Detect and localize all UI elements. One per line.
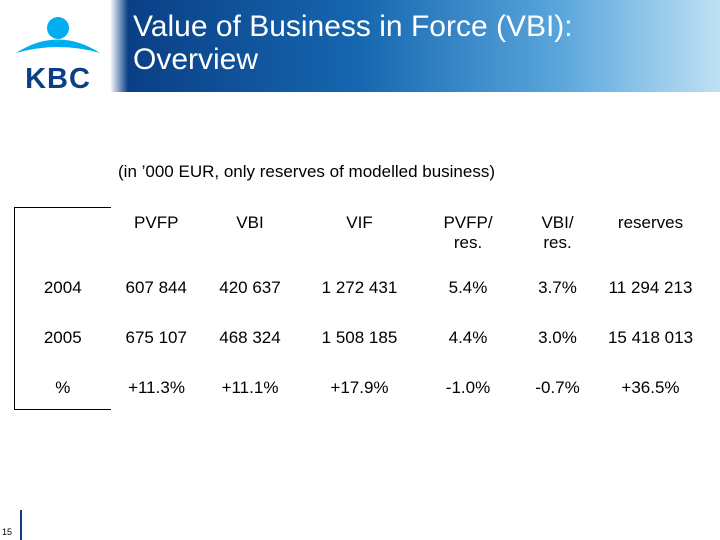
- table-cell: 1 272 431: [321, 277, 398, 297]
- title-line-1: Value of Business in Force (VBI):: [133, 10, 573, 43]
- table-cell: -1.0%: [445, 377, 491, 397]
- row-label: 2005: [14, 309, 111, 360]
- table-header-cell: VIF: [298, 208, 422, 260]
- slide-subtitle: (in ’000 EUR, only reserves of modelled …: [118, 162, 496, 181]
- logo-text: KBC: [25, 63, 91, 95]
- table-header-cell: PVFP: [111, 208, 203, 260]
- table-header-cell: VBI/res.: [515, 208, 601, 260]
- table-cell: 4.4%: [448, 327, 488, 347]
- table-cell: 1 508 185: [321, 327, 398, 347]
- table-cell: 468 324: [219, 327, 281, 347]
- table-header-row: PVFP VBI VIF PVFP/res. VBI/res. reserves: [14, 207, 701, 260]
- slide-title: Value of Business in Force (VBI): Overvi…: [133, 10, 693, 76]
- table-header-cell: reserves: [601, 208, 701, 260]
- table-cell: +11.3%: [128, 377, 185, 397]
- header-band: [0, 0, 720, 92]
- table-cell: +17.9%: [330, 377, 389, 397]
- table-cell: 11 294 213: [608, 277, 693, 297]
- vbi-table: PVFP VBI VIF PVFP/res. VBI/res. reserves 2004…: [14, 207, 701, 410]
- table-header: PVFP VBI VIF PVFP/res. VBI/res. reserves: [14, 207, 701, 260]
- header-line: VBI/: [541, 212, 574, 232]
- table-cell: 3.0%: [538, 327, 577, 347]
- table-header-cell: VBI: [203, 208, 298, 260]
- header-line: VIF: [346, 212, 373, 232]
- table-cell: 15 418 013: [607, 327, 694, 347]
- header-line: res.: [543, 232, 572, 252]
- table-cell: 5.4%: [448, 277, 488, 297]
- table-header-cell: PVFP/res.: [422, 208, 515, 260]
- row-label: 2004: [14, 259, 111, 310]
- table-cell: -0.7%: [535, 377, 580, 397]
- table-row: 2004 607 844 420 637 1 272 431 5.4% 3.7% 11 29…: [14, 259, 701, 310]
- table-cell: +11.1%: [221, 377, 279, 397]
- header-line: VBI: [236, 212, 264, 232]
- table-body: 2004 607 844 420 637 1 272 431 5.4% 3.7% 11 29…: [14, 259, 701, 410]
- table-row: % +11.3% +11.1% +17.9% -1.0% -0.7% +36.5%: [14, 359, 701, 410]
- table-row: 2005 675 107 468 324 1 508 185 4.4% 3.0% 15 41…: [14, 309, 701, 360]
- row-label: %: [14, 359, 111, 410]
- table-cell: +36.5%: [621, 377, 680, 397]
- header-line: PVFP/: [443, 212, 493, 232]
- header-line: res.: [453, 232, 483, 252]
- kbc-logo: KBC: [16, 17, 100, 95]
- title-line-2: Overview: [133, 43, 259, 76]
- header-line: PVFP: [134, 212, 179, 232]
- table-cell: 420 637: [219, 277, 281, 297]
- table-cell: 3.7%: [538, 277, 577, 297]
- page-number: 15: [2, 527, 13, 537]
- table-cell: 607 844: [125, 277, 187, 297]
- footer-rule: [20, 510, 22, 540]
- table-header-corner: [14, 207, 111, 260]
- table-cell: 675 107: [125, 327, 187, 347]
- header-line: reserves: [617, 212, 684, 232]
